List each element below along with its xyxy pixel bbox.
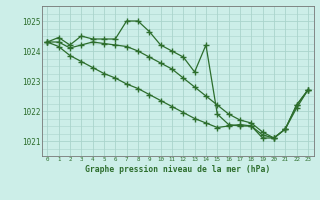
X-axis label: Graphe pression niveau de la mer (hPa): Graphe pression niveau de la mer (hPa) bbox=[85, 165, 270, 174]
